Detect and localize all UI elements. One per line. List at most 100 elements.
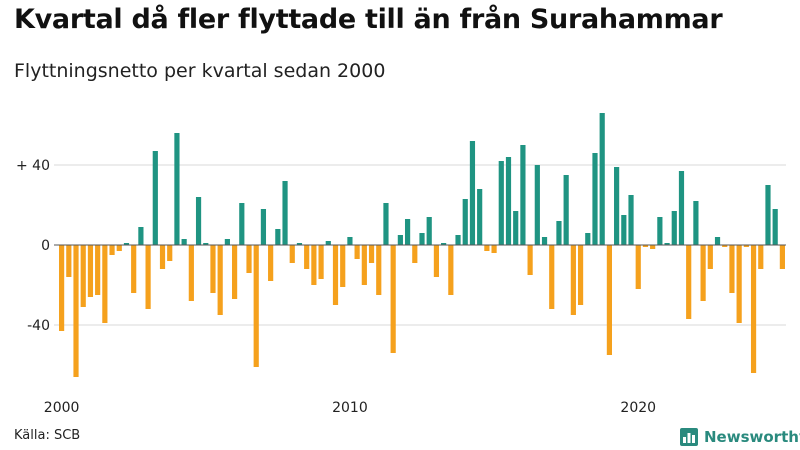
bar	[448, 245, 454, 295]
bar	[152, 151, 158, 245]
bar	[577, 245, 584, 305]
bar	[318, 245, 324, 279]
bar	[354, 245, 360, 259]
bar-chart-logo-icon	[680, 428, 698, 446]
bar	[275, 229, 281, 245]
bar	[484, 245, 490, 251]
bar	[614, 167, 620, 245]
bar	[563, 175, 569, 245]
bar	[138, 227, 144, 245]
bar	[513, 211, 519, 245]
bar	[642, 245, 649, 247]
bar	[131, 245, 137, 293]
bar	[556, 221, 562, 245]
bar	[779, 245, 785, 269]
bar	[80, 245, 86, 307]
bar	[412, 245, 418, 263]
bar	[246, 245, 252, 273]
bar	[87, 245, 94, 297]
bar	[376, 245, 382, 295]
bar	[714, 237, 721, 245]
bar	[289, 245, 295, 263]
bar	[195, 197, 202, 245]
bar	[599, 113, 605, 245]
bar	[621, 215, 627, 245]
bar	[361, 245, 367, 285]
bar	[657, 217, 663, 245]
bar	[491, 245, 497, 253]
bar	[116, 245, 122, 251]
bar	[477, 189, 483, 245]
bar	[102, 245, 108, 323]
bar	[686, 245, 692, 319]
bar	[505, 157, 512, 245]
bar	[729, 245, 735, 293]
bar	[66, 245, 72, 277]
y-tick-label: + 40	[16, 158, 50, 174]
bar	[397, 235, 403, 245]
bar	[743, 245, 749, 247]
bar	[700, 245, 706, 301]
x-tick-label: 2020	[620, 400, 656, 416]
chart-subtitle: Flyttningsnetto per kvartal sedan 2000	[14, 60, 386, 82]
bar	[772, 209, 778, 245]
bar	[73, 245, 79, 377]
brand-logo: Newsworthy	[680, 426, 800, 448]
bar	[390, 245, 396, 353]
bar	[59, 245, 65, 331]
bar	[469, 141, 476, 245]
bar	[332, 245, 339, 305]
bar	[217, 245, 223, 315]
x-tick-label: 2010	[332, 400, 368, 416]
bar	[541, 237, 548, 245]
bar	[311, 245, 317, 285]
bar	[260, 209, 267, 245]
x-tick-label: 2000	[44, 400, 80, 416]
bar	[159, 245, 166, 269]
bar	[765, 185, 771, 245]
bar	[758, 245, 764, 269]
bar	[347, 237, 353, 245]
bar	[232, 245, 238, 299]
bar	[678, 171, 685, 245]
bar	[635, 245, 641, 289]
bar	[404, 219, 411, 245]
bar	[736, 245, 742, 323]
bar	[671, 211, 677, 245]
bar	[520, 145, 526, 245]
bar	[650, 245, 656, 249]
bar	[455, 235, 461, 245]
brand-name: Newsworthy	[704, 428, 800, 446]
bar	[181, 239, 187, 245]
bar	[628, 195, 634, 245]
bar	[693, 201, 699, 245]
bar	[592, 153, 598, 245]
bar	[534, 165, 540, 245]
bar	[383, 203, 389, 245]
bar	[123, 243, 130, 245]
bar	[750, 245, 757, 373]
bar	[340, 245, 346, 287]
y-tick-label: -40	[27, 318, 50, 334]
bar	[203, 243, 209, 245]
bar	[95, 245, 101, 295]
bar	[368, 245, 375, 263]
bar	[570, 245, 576, 315]
bar	[549, 245, 555, 309]
bar	[419, 233, 425, 245]
source-label: Källa: SCB	[14, 428, 81, 443]
bar	[268, 245, 274, 281]
bar	[325, 241, 331, 245]
bar	[585, 233, 591, 245]
chart-title: Kvartal då fler flyttade till än från Su…	[14, 4, 723, 35]
bar	[210, 245, 216, 293]
bar	[304, 245, 310, 269]
bar	[109, 245, 115, 255]
bar	[174, 133, 180, 245]
bar	[606, 245, 612, 355]
bar	[239, 203, 245, 245]
bar	[145, 245, 151, 309]
bar	[664, 243, 670, 245]
bar	[498, 161, 504, 245]
